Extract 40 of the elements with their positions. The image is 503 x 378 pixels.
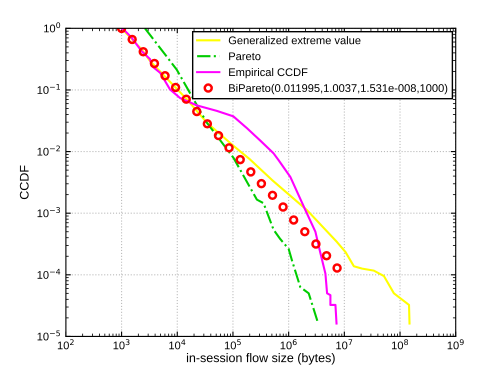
point xyxy=(278,202,288,212)
point xyxy=(160,71,170,80)
legend-label: BiPareto(0.011995,1.0037,1.531e-008,1000) xyxy=(229,84,448,94)
point xyxy=(246,167,256,177)
point xyxy=(332,263,342,273)
point xyxy=(256,178,266,188)
point xyxy=(150,58,160,68)
point xyxy=(170,82,180,92)
point xyxy=(127,34,137,44)
point xyxy=(311,239,321,249)
x-tick-label: 10$^{6}$ xyxy=(280,339,297,350)
point xyxy=(322,251,332,260)
y-tick-label: 10$^{−3}$ xyxy=(38,207,60,218)
x-axis-title: in-session flow size (bytes) xyxy=(186,353,335,365)
x-tick-label: 10$^{9}$ xyxy=(448,339,464,350)
x-tick-label: 10$^{2}$ xyxy=(58,339,74,350)
x-tick-label: 10$^{8}$ xyxy=(392,339,408,350)
y-tick-label: 10$^{−2}$ xyxy=(38,145,60,156)
point xyxy=(214,130,224,140)
legend-label: Empirical CCDF xyxy=(229,68,308,78)
x-tick-label: 10$^{4}$ xyxy=(169,339,186,350)
point xyxy=(224,143,234,153)
legend-label: Generalized extreme value xyxy=(228,36,361,44)
point xyxy=(268,190,278,200)
y-tick-label: 10$^{0}$ xyxy=(44,22,60,32)
y-tick-label: 10$^{−1}$ xyxy=(38,84,60,94)
x-tick-label: 10$^{5}$ xyxy=(224,339,241,350)
y-axis-title: CCDF xyxy=(20,166,29,200)
point xyxy=(235,154,245,164)
point xyxy=(138,47,148,56)
legend-label: Pareto xyxy=(229,52,261,60)
point xyxy=(202,119,212,129)
point xyxy=(288,215,298,225)
x-tick-label: 10$^{7}$ xyxy=(336,339,352,350)
y-tick-label: 10$^{−5}$ xyxy=(38,330,60,340)
x-tick-label: 10$^{3}$ xyxy=(114,339,130,350)
point xyxy=(182,94,191,104)
point xyxy=(192,106,202,116)
point xyxy=(300,226,310,236)
y-tick-label: 10$^{−4}$ xyxy=(38,268,60,279)
